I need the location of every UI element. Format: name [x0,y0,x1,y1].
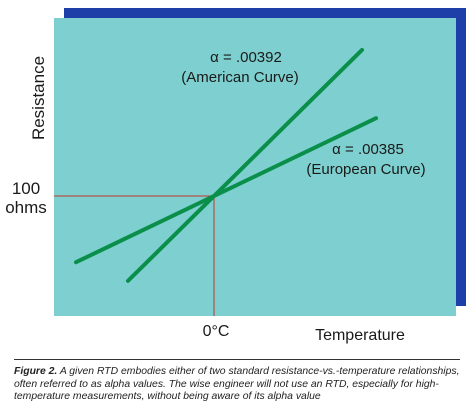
y-tick-label-value: 100 [12,179,40,198]
european-alpha-label: α = .00385 [332,141,404,158]
european-curve-line [74,116,378,265]
caption-text: A given RTD embodies either of two stand… [14,366,460,403]
american-curve-line [126,47,364,283]
figure-label: Figure 2. [14,366,58,377]
european-curve-label: (European Curve) [306,161,425,178]
rtd-chart: α = .00392 (American Curve) α = .00385 (… [5,8,466,344]
american-alpha-label: α = .00392 [210,49,282,66]
plot-area [54,18,456,316]
y-axis-label: Resistance [29,56,48,140]
american-curve-label: (American Curve) [181,69,299,86]
x-axis-label: Temperature [315,327,405,344]
caption-divider [14,359,460,360]
x-tick-label: 0°C [203,323,230,340]
y-tick-label-unit: ohms [5,198,47,217]
figure-caption: Figure 2. A given RTD embodies either of… [14,366,460,404]
